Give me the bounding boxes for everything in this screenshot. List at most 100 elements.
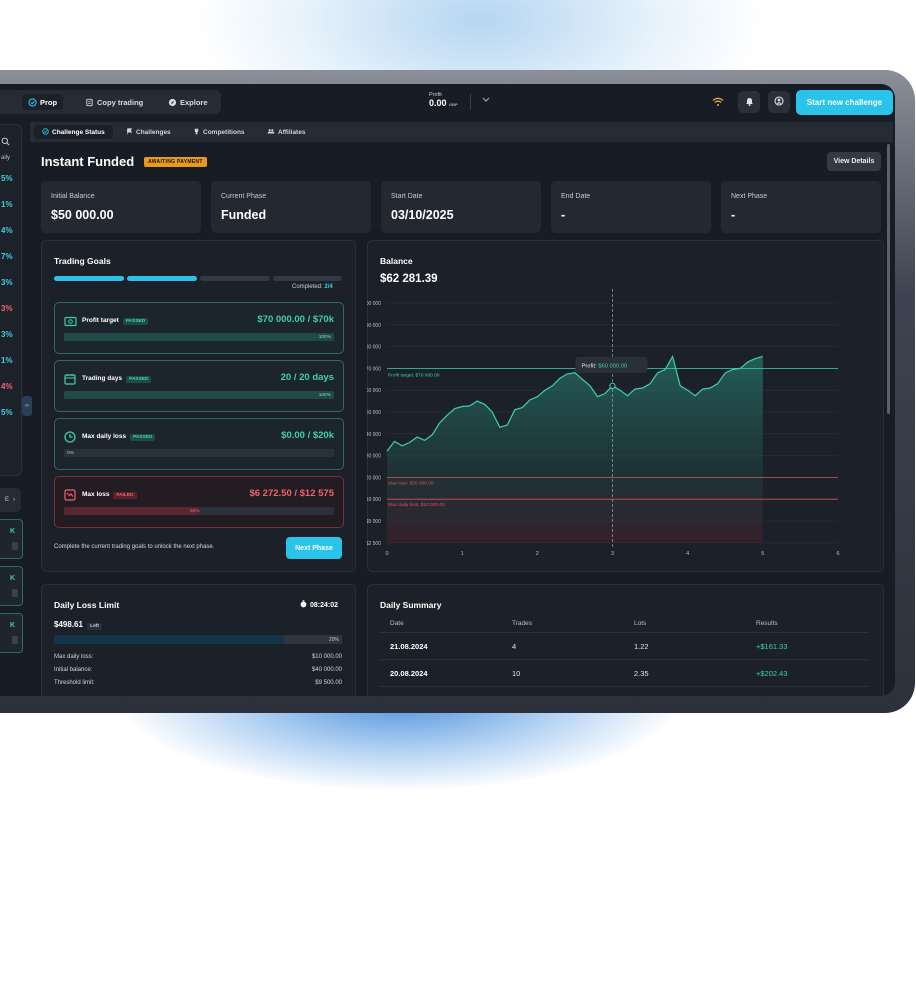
daily-loss-title: Daily Loss Limit	[54, 600, 120, 610]
search-icon[interactable]	[1, 133, 10, 151]
y-tick-label: $10 000	[367, 497, 381, 503]
y-tick-label: $70 000	[367, 366, 381, 372]
goal-progress-segment	[54, 276, 124, 281]
calendar-icon	[64, 372, 77, 385]
goal-profit-target: Profit target PASSED $70 000.00 / $70k 10…	[54, 302, 344, 354]
next-phase-button[interactable]: Next Phase	[286, 537, 342, 559]
goal-max-loss: Max loss FAILED $6 272.50 / $12 575 50%	[54, 476, 344, 528]
info-card-next-phase: Next Phase -	[721, 181, 881, 233]
watchlist-item[interactable]: 5%	[1, 408, 13, 417]
chevron-down-icon[interactable]	[482, 96, 490, 105]
y-tick-label: $5 000	[367, 519, 381, 525]
compass-icon	[168, 98, 177, 107]
daily-loss-progress-bar: 20%	[54, 635, 342, 644]
x-tick-label: 6	[836, 551, 839, 557]
watchlist-item[interactable]: 1%	[1, 356, 13, 365]
watchlist-card-toggle[interactable]	[12, 589, 18, 597]
goal-progress-fill	[64, 507, 199, 515]
prop-icon	[28, 97, 37, 107]
watchlist-card-toggle[interactable]	[12, 636, 18, 644]
balance-value: $62 281.39	[380, 273, 438, 285]
watchlist-card[interactable]: K	[0, 566, 23, 606]
x-tick-label: 1	[461, 551, 464, 557]
tooltip-box	[575, 356, 648, 373]
table-divider	[380, 686, 868, 687]
top-bar: de Prop Copy trading Explore	[0, 84, 895, 120]
goal-max-daily-loss: Max daily loss PASSED $0.00 / $20k 0%	[54, 418, 344, 470]
profit-summary[interactable]: Profit 0.00 GBP	[429, 92, 458, 108]
watchlist-item[interactable]: 4%	[1, 382, 13, 391]
challenge-header: Instant Funded AWAITING PAYMENT	[41, 154, 207, 169]
column-header-date: Date	[390, 620, 404, 627]
watchlist-item[interactable]: 3%	[1, 330, 13, 339]
profit-label: Profit	[429, 92, 442, 98]
money-icon	[64, 314, 77, 327]
goal-progress-bar: 100%	[64, 333, 334, 341]
table-divider	[380, 659, 868, 660]
watchlist-item[interactable]: 1%	[1, 200, 13, 209]
balance-line	[386, 354, 763, 452]
bell-icon	[745, 93, 754, 111]
start-new-challenge-button[interactable]: Start new challenge	[796, 90, 893, 115]
column-header-lots: Lots	[634, 620, 647, 627]
x-tick-label: 4	[686, 551, 689, 557]
y-tick-label: $2 500	[367, 541, 381, 547]
goal-progress-bar: 100%	[64, 391, 334, 399]
status-badge: AWAITING PAYMENT	[144, 156, 207, 167]
tooltip-value: $60 000.00	[598, 363, 627, 369]
nav-copy-trading[interactable]: Copy trading	[79, 94, 149, 110]
copy-icon	[85, 98, 94, 107]
threshold-label: Max loss: $20 000.00	[388, 480, 434, 486]
daily-loss-row: Max daily loss: $10 000.00	[54, 654, 342, 660]
watchlist-card-toggle[interactable]	[12, 542, 18, 550]
tab-challenges[interactable]: Challenges	[118, 125, 179, 139]
profile-button[interactable]	[768, 91, 790, 113]
main-nav: de Prop Copy trading Explore	[0, 90, 221, 114]
profit-value: 0.00 GBP	[429, 98, 458, 108]
watchlist-sidebar: aily 5% 1% 4% 7% 3% 3% 3% 1% 4% 5%	[0, 124, 22, 476]
watchlist-card-label: K	[10, 528, 16, 535]
view-details-button[interactable]: View Details	[827, 152, 881, 171]
goal-trading-days: Trading days PASSED 20 / 20 days 100%	[54, 360, 344, 412]
wifi-icon[interactable]	[707, 91, 729, 113]
goal-progress-bar: 0%	[64, 449, 334, 457]
column-header-results: Results	[756, 620, 778, 627]
watchlist-item[interactable]: 5%	[1, 174, 13, 183]
nav-prop[interactable]: Prop	[22, 94, 64, 110]
watchlist-card[interactable]: K	[0, 519, 23, 559]
watchlist-item[interactable]: 4%	[1, 226, 13, 235]
nav-explore[interactable]: Explore	[162, 94, 214, 110]
info-card-current-phase: Current Phase Funded	[211, 181, 371, 233]
status-badge: PASSED	[122, 318, 149, 325]
section-tabs: Challenge Status Challenges Competitions…	[30, 122, 893, 142]
collapse-sidebar-handle[interactable]: ‹›	[22, 396, 32, 416]
topbar-divider	[470, 94, 471, 110]
scrollbar[interactable]	[887, 144, 890, 414]
y-tick-label: $60 000	[367, 388, 381, 394]
watchlist-item[interactable]: 7%	[1, 252, 13, 261]
tab-challenge-status[interactable]: Challenge Status	[34, 125, 113, 139]
trophy-icon	[193, 128, 200, 137]
balance-area	[387, 356, 763, 543]
page-title: Instant Funded	[41, 154, 135, 169]
status-badge: FAILED	[113, 492, 137, 499]
watchlist-cards-header[interactable]: E ›	[0, 488, 21, 512]
notifications-button[interactable]	[738, 91, 760, 113]
y-tick-label: $90 000	[367, 323, 381, 329]
goal-progress-bar: 50%	[64, 507, 334, 515]
goal-progress-fill	[64, 391, 334, 399]
daily-loss-left: $498.61 Left	[54, 620, 102, 630]
y-tick-label: $80 000	[367, 345, 381, 351]
tab-affiliates[interactable]: Affiliates	[259, 125, 313, 139]
tab-competitions[interactable]: Competitions	[185, 125, 253, 139]
people-icon	[267, 128, 275, 137]
watchlist-item[interactable]: 3%	[1, 278, 13, 287]
goals-footer-note: Complete the current trading goals to un…	[54, 544, 215, 550]
nav-trade[interactable]: de	[0, 94, 5, 110]
watchlist-card[interactable]: K	[0, 613, 23, 653]
tooltip-label: Profit: $60 000.00	[582, 363, 628, 369]
user-icon	[774, 93, 784, 111]
watchlist-item[interactable]: 3%	[1, 304, 13, 313]
